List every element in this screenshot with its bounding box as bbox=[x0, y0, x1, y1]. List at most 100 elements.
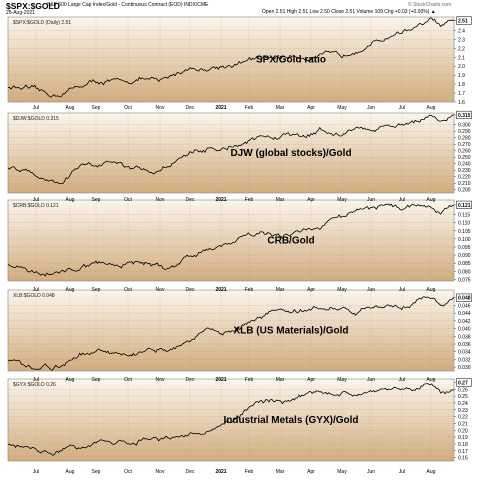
y-tick-label: 0.24 bbox=[458, 401, 468, 407]
legend-label: XLB:$GOLD 0.048 bbox=[13, 293, 55, 299]
y-tick-label: 0.115 bbox=[458, 213, 470, 219]
x-tick-label: Dec bbox=[186, 105, 195, 111]
x-tick-label: Feb bbox=[245, 105, 254, 111]
y-tick-label: 0.040 bbox=[458, 327, 471, 333]
x-tick-label: Nov bbox=[156, 377, 165, 383]
x-tick-label: Nov bbox=[156, 105, 165, 111]
y-tick-label: 0.315 bbox=[458, 113, 471, 119]
x-tick-label: Aug bbox=[66, 377, 75, 383]
last-value-box bbox=[456, 200, 472, 209]
y-tick-label: 1.7 bbox=[458, 91, 465, 97]
x-tick-label: Aug bbox=[427, 287, 436, 293]
x-tick-label: Aug bbox=[427, 377, 436, 383]
x-tick-label: Feb bbox=[245, 469, 254, 475]
legend-label: $CRB:$GOLD 0.121 bbox=[13, 203, 59, 209]
y-tick-label: 0.090 bbox=[458, 253, 471, 259]
x-tick-label: Jul bbox=[33, 197, 39, 203]
y-tick-label: 0.200 bbox=[458, 188, 471, 194]
series-line bbox=[7, 383, 455, 456]
y-tick-label: 2.1 bbox=[458, 55, 465, 61]
y-tick-label: 0.121 bbox=[458, 203, 471, 209]
y-tick-label: 0.230 bbox=[458, 168, 471, 174]
y-tick-label: 0.038 bbox=[458, 334, 471, 340]
panel-3: 0.075 0.080 0.085 0.090 0.095 0.100 0.105 0.110… bbox=[7, 199, 472, 283]
ohlc-readout: Open 2.51 High 2.51 Low 2.50 Close 2.51 … bbox=[262, 9, 436, 15]
annotation-label: SPX/Gold ratio bbox=[256, 55, 326, 66]
x-tick-label: Jul bbox=[33, 469, 39, 475]
x-tick-label: Jun bbox=[367, 105, 375, 111]
x-tick-label: Jul bbox=[399, 105, 405, 111]
x-tick-label: Jul bbox=[33, 287, 39, 293]
panel-frame bbox=[7, 289, 455, 372]
x-tick-label: Sep bbox=[92, 377, 101, 383]
panel-1: 1.6 1.7 1.8 1.9 2.0 2.1 2.2 2.3 2.4 2.51 $SPX:$GOL… bbox=[7, 16, 472, 106]
x-tick-label: Mar bbox=[276, 469, 285, 475]
last-value-box bbox=[456, 378, 472, 387]
x-tick-label: Jun bbox=[367, 287, 375, 293]
y-tick-label: 0.27 bbox=[458, 380, 468, 386]
y-tick-label: 2.51 bbox=[458, 19, 468, 25]
x-tick-label: Sep bbox=[92, 197, 101, 203]
series-line bbox=[7, 114, 455, 185]
x-tick-label: Aug bbox=[427, 105, 436, 111]
last-value-box bbox=[456, 110, 472, 120]
y-tick-label: 0.270 bbox=[458, 142, 471, 148]
x-tick-label: May bbox=[337, 197, 347, 203]
y-tick-label: 0.300 bbox=[458, 123, 471, 129]
y-tick-label: 0.280 bbox=[458, 136, 471, 142]
y-tick-label: 2.2 bbox=[458, 46, 465, 52]
y-tick-label: 0.16 bbox=[458, 456, 468, 462]
x-tick-label: Jun bbox=[367, 377, 375, 383]
y-tick-label: 0.105 bbox=[458, 229, 471, 235]
last-value-box bbox=[456, 293, 472, 302]
y-tick-label: 2.4 bbox=[458, 28, 465, 34]
x-tick-label: May bbox=[337, 105, 347, 111]
x-tick-label: Sep bbox=[92, 287, 101, 293]
series-line bbox=[7, 296, 455, 371]
series-line bbox=[7, 17, 455, 98]
x-tick-label: Apr bbox=[307, 197, 315, 203]
y-tick-label: 0.036 bbox=[458, 342, 471, 348]
x-tick-label: Feb bbox=[245, 377, 254, 383]
x-tick-label: May bbox=[337, 469, 347, 475]
annotation-label: XLB (US Materials)/Gold bbox=[233, 326, 348, 337]
x-tick-label: Dec bbox=[186, 469, 195, 475]
y-tick-label: 0.18 bbox=[458, 442, 468, 448]
x-tick-label: Dec bbox=[186, 377, 195, 383]
y-tick-label: 2.3 bbox=[458, 37, 465, 43]
y-tick-label: 0.044 bbox=[458, 311, 471, 317]
x-tick-label: 2021 bbox=[215, 105, 226, 111]
x-tick-label: Dec bbox=[186, 287, 195, 293]
y-tick-label: 0.220 bbox=[458, 175, 471, 181]
x-tick-label: Jul bbox=[33, 105, 39, 111]
x-tick-label: Aug bbox=[66, 287, 75, 293]
x-tick-label: Feb bbox=[245, 287, 254, 293]
y-tick-label: 0.095 bbox=[458, 245, 471, 251]
y-tick-label: 0.048 bbox=[458, 296, 471, 302]
legend-label: $DJW:$GOLD 0.315 bbox=[13, 116, 59, 122]
x-tick-label: Oct bbox=[124, 469, 132, 475]
annotation-label: DJW (global stocks)/Gold bbox=[230, 148, 351, 159]
x-tick-label: Mar bbox=[276, 197, 285, 203]
x-tick-label: Feb bbox=[245, 197, 254, 203]
last-value-box bbox=[456, 16, 472, 25]
x-tick-label: Apr bbox=[307, 105, 315, 111]
panel-background bbox=[8, 200, 454, 281]
x-tick-label: Aug bbox=[66, 105, 75, 111]
x-axis-row-3: Jul Aug Sep Oct Nov Dec 2021 Feb Mar Apr May Jun Jul… bbox=[33, 287, 436, 293]
x-tick-label: Jul bbox=[33, 377, 39, 383]
y-tick-label: 0.21 bbox=[458, 421, 468, 427]
y-tick-label: 0.210 bbox=[458, 181, 471, 187]
x-tick-label: Jun bbox=[367, 197, 375, 203]
legend-label: $GYX:$GOLD 0.26 bbox=[13, 382, 56, 388]
x-tick-label: Mar bbox=[276, 105, 285, 111]
y-tick-label: 0.030 bbox=[458, 365, 471, 371]
x-tick-label: Sep bbox=[92, 469, 101, 475]
x-axis-row-4: Jul Aug Sep Oct Nov Dec 2021 Feb Mar Apr May Jun Jul… bbox=[33, 377, 436, 383]
y-tick-label: 0.075 bbox=[458, 277, 471, 283]
x-tick-label: Oct bbox=[124, 377, 132, 383]
x-tick-label: Oct bbox=[124, 197, 132, 203]
y-tick-label: 0.080 bbox=[458, 269, 471, 275]
x-tick-label: Jul bbox=[399, 197, 405, 203]
